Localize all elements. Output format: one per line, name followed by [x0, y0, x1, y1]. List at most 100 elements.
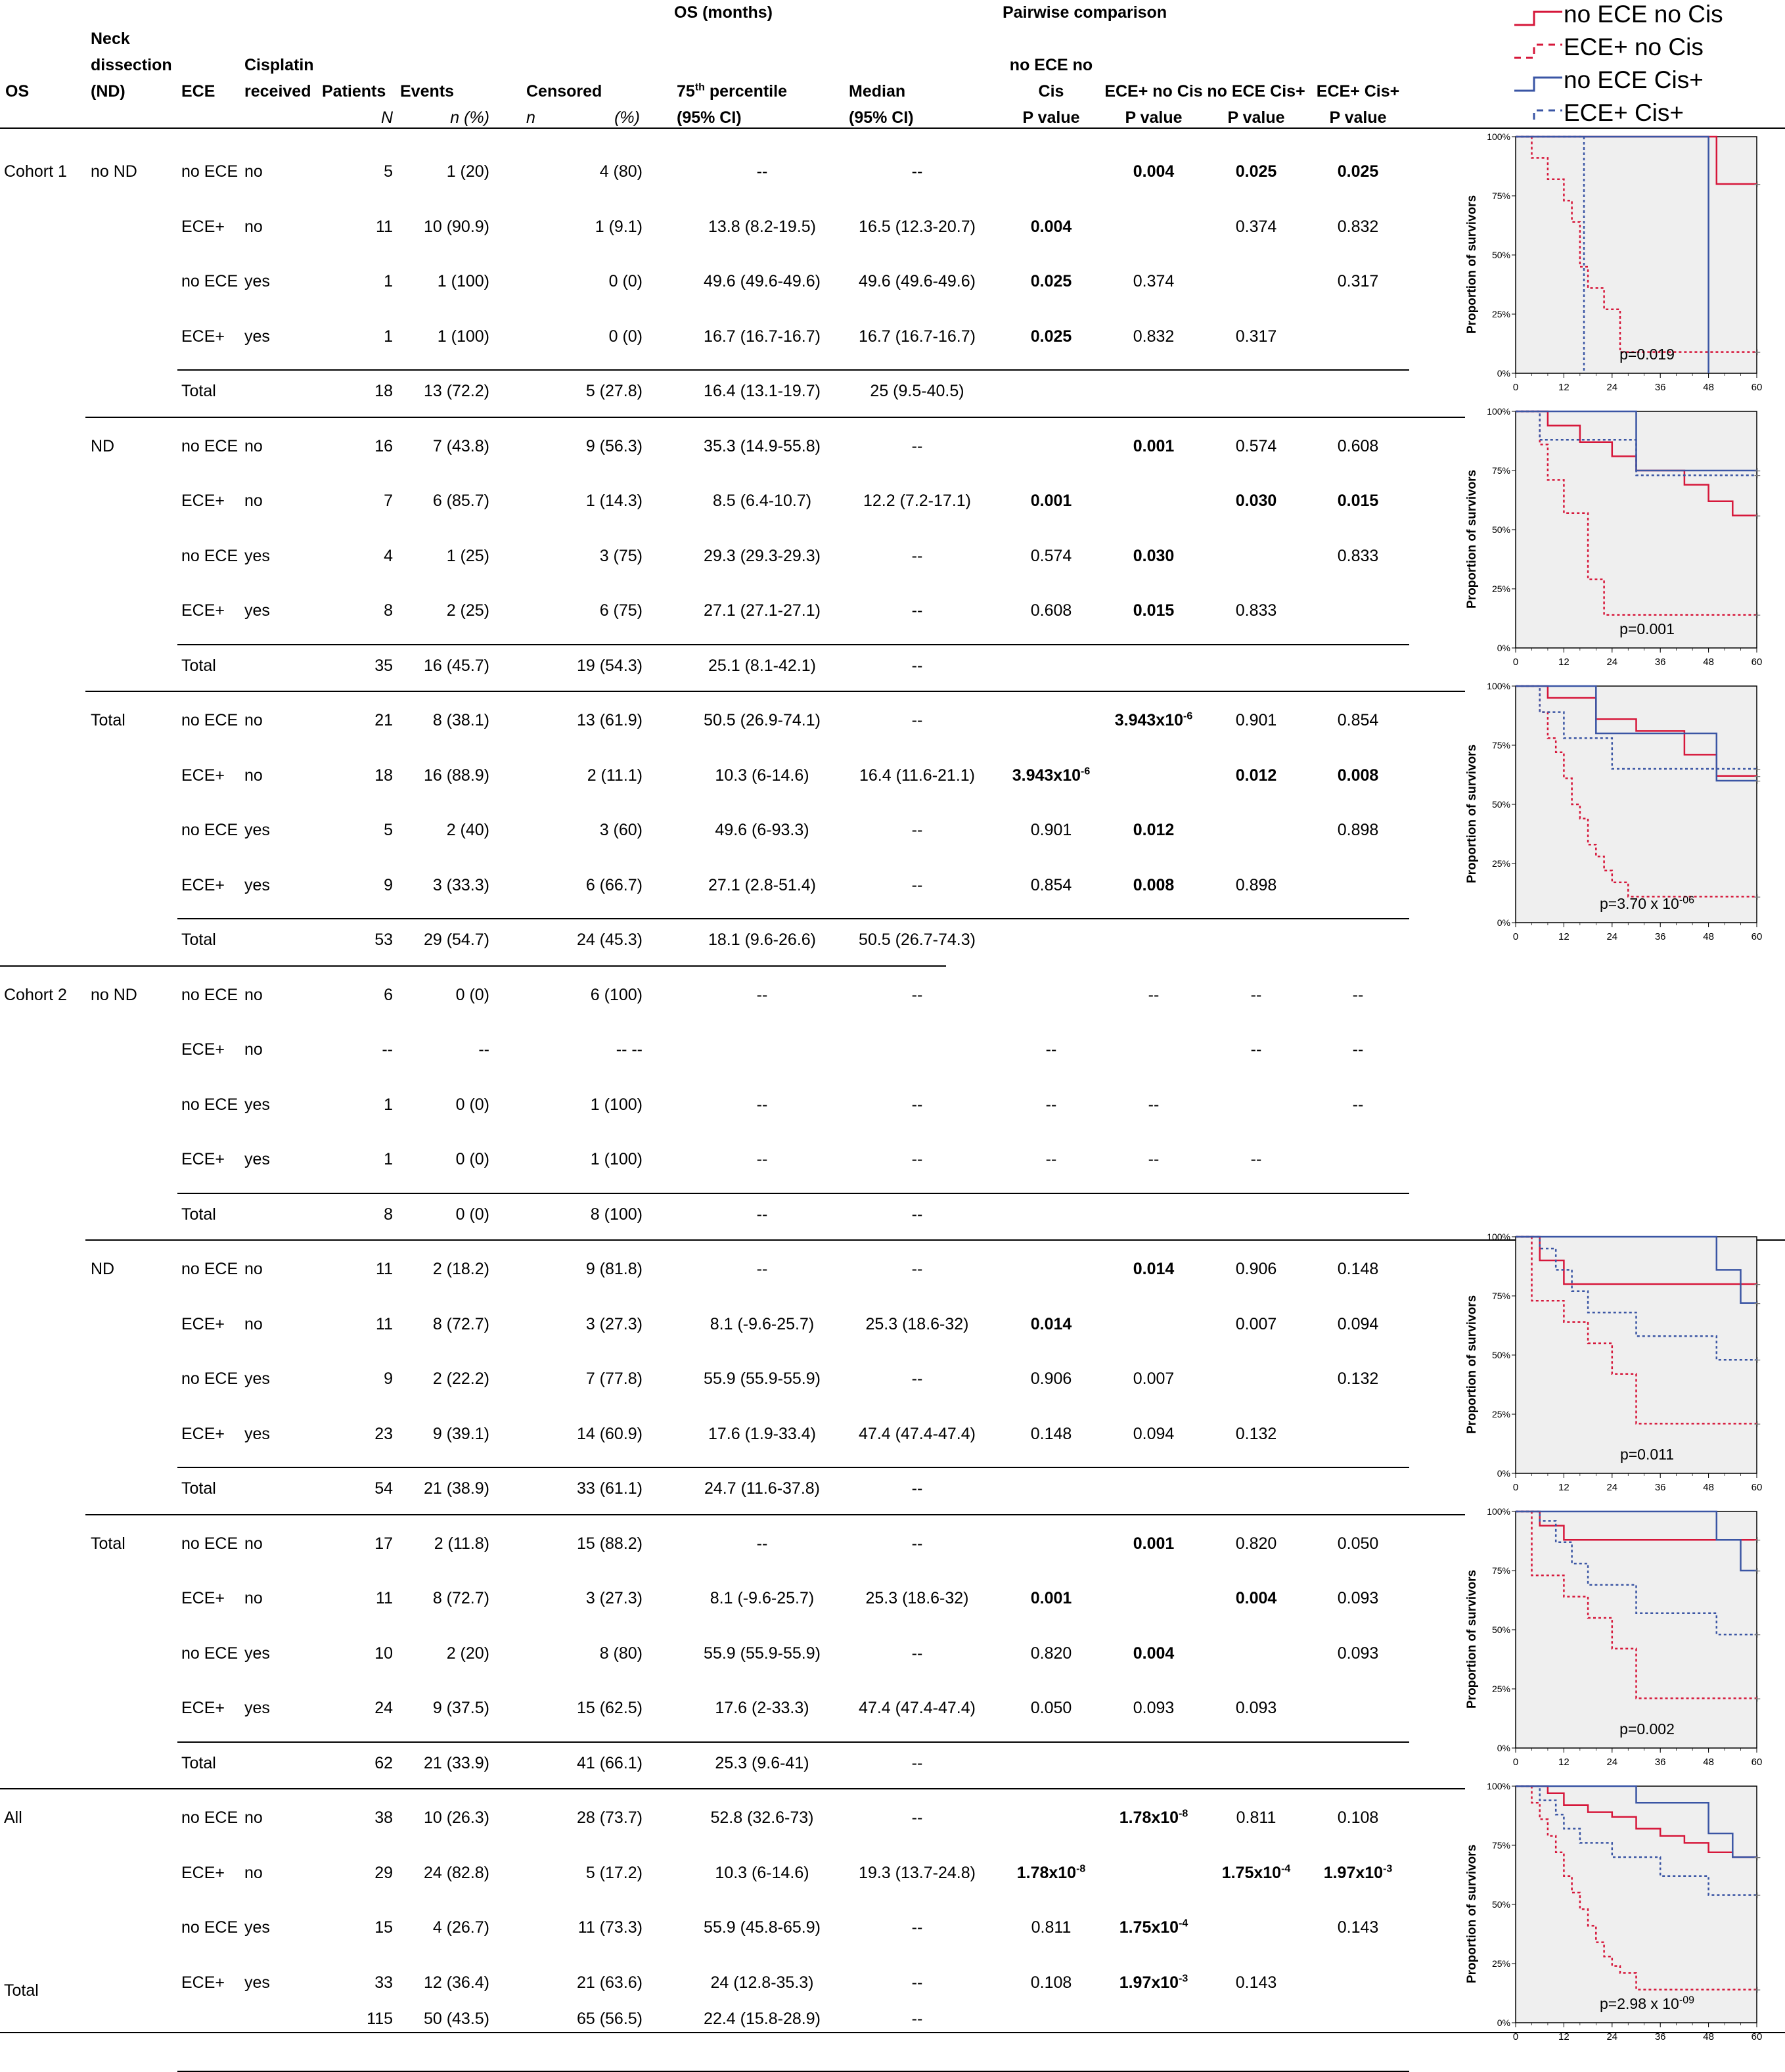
row-pw3-pvalue: 0.143 [1235, 1973, 1277, 1992]
km-chart-svg: 0 12 24 36 48 600%25%50%75%100%++++ [1487, 1781, 1763, 2042]
km-series-3 [1516, 1235, 1757, 1361]
header-os-months: OS (months) [674, 3, 773, 22]
header-pw1: no ECE no [1009, 56, 1093, 74]
row-pw3-pvalue: 0.025 [1235, 162, 1277, 181]
row-ece: no ECE [181, 546, 238, 565]
row-ece: ECE+ [181, 601, 225, 620]
row-pw3-pvalue: -- [1250, 1040, 1262, 1059]
row-events: 7 (43.8) [432, 436, 489, 455]
final-median: -- [911, 2010, 923, 2028]
row-pw3-pvalue: 0.030 [1235, 492, 1277, 510]
header-75th-ci: (95% CI) [677, 108, 742, 127]
censor-mark: + [1753, 771, 1761, 782]
row-median: -- [911, 1644, 923, 1663]
row-pw1-pvalue: 0.901 [1030, 821, 1072, 839]
row-censored: 5 (27.8) [585, 382, 643, 400]
x-tick-label: 0 [1513, 1482, 1518, 1493]
row-ece: ECE+ [181, 1863, 225, 1882]
y-tick-label: 75% [1492, 191, 1510, 201]
superscript: -6 [1081, 766, 1091, 777]
header-pw3: P value [1227, 108, 1285, 127]
row-censored: 1 (14.3) [585, 492, 643, 510]
header-median-ci: (95% CI) [849, 108, 914, 127]
row-pw4-pvalue: 0.093 [1337, 1589, 1379, 1607]
km-series-1 [1516, 135, 1757, 353]
row-patients: 9 [384, 1370, 393, 1388]
row-pw4-pvalue: 0.025 [1337, 162, 1379, 181]
x-tick-label: 48 [1703, 1482, 1714, 1493]
row-censored: 4 (80) [599, 162, 643, 181]
km-p-value: p=2.98 x 10-09 [1581, 1995, 1713, 2013]
row-median: -- [911, 1370, 923, 1388]
row-median: -- [911, 1753, 923, 1772]
header-cisplatin: received [244, 82, 311, 101]
row-events: 0 (0) [455, 985, 489, 1004]
row-censored: 21 (63.6) [576, 1973, 643, 1992]
row-censored: 33 (61.1) [576, 1479, 643, 1498]
row-patients: 5 [384, 821, 393, 839]
km-series-3 [1516, 1510, 1757, 1636]
legend-swatch-1 [1514, 43, 1562, 59]
header-censored: Censored [526, 82, 602, 101]
censor-mark: + [1753, 1535, 1761, 1546]
row-patients: 16 [374, 436, 393, 455]
km-series-1 [1516, 685, 1757, 898]
row-pw1-pvalue: 0.025 [1030, 272, 1072, 290]
row-pw1-pvalue: 0.854 [1030, 875, 1072, 894]
row-pw2-pvalue: 1.75x10-4 [1119, 1918, 1188, 1937]
row-patients: 18 [374, 382, 393, 400]
header-censored-pct: (%) [614, 108, 640, 127]
x-tick-label: 12 [1558, 1757, 1570, 1768]
row-pw3-pvalue: 0.374 [1235, 217, 1277, 236]
row-75th-percentile: 16.4 (13.1-19.7) [704, 382, 821, 400]
row-events: 16 (88.9) [423, 766, 489, 785]
row-events: 8 (72.7) [432, 1589, 489, 1607]
row-median: 25.3 (18.6-32) [865, 1589, 969, 1607]
row-ece: ECE+ [181, 492, 225, 510]
row-median: 47.4 (47.4-47.4) [859, 1424, 976, 1443]
row-ece: Total [181, 931, 216, 949]
row-75th-percentile: 10.3 (6-14.6) [715, 766, 809, 785]
row-pw2-pvalue: 0.374 [1133, 272, 1175, 290]
row-pw1-pvalue: -- [1045, 1150, 1057, 1168]
row-events: 3 (33.3) [432, 875, 489, 894]
y-axis-label: Proportion of survivors [1465, 195, 1479, 334]
header-pairwise: Pairwise comparison [1003, 3, 1167, 22]
row-pw4-pvalue: 0.608 [1337, 436, 1379, 455]
header-pw4: P value [1329, 108, 1387, 127]
km-series-3 [1516, 135, 1585, 373]
row-nd-group: no ND [91, 985, 137, 1004]
row-median: 12.2 (7.2-17.1) [863, 492, 971, 510]
y-axis-label: Proportion of survivors [1465, 1844, 1479, 1983]
km-p-value: p=0.011 [1581, 1446, 1713, 1463]
km-p-value: p=0.002 [1581, 1720, 1713, 1738]
row-ece: no ECE [181, 1370, 238, 1388]
row-pw4-pvalue: 0.108 [1337, 1808, 1379, 1827]
row-pw2-pvalue: 0.001 [1133, 436, 1175, 455]
row-pw4-pvalue: -- [1352, 985, 1364, 1004]
km-series-0 [1516, 1785, 1757, 1858]
row-nd-group: ND [91, 1260, 115, 1278]
p-value-exponent: -09 [1679, 1994, 1694, 2006]
row-median: -- [911, 1973, 923, 1992]
row-pw4-pvalue: 0.898 [1337, 821, 1379, 839]
row-events: 21 (33.9) [423, 1753, 489, 1772]
row-median: 25 (9.5-40.5) [870, 382, 964, 400]
p-value-exponent: -06 [1679, 894, 1694, 906]
row-pw2-pvalue: -- [1148, 1095, 1160, 1114]
row-events: 8 (38.1) [432, 711, 489, 729]
km-p-value: p=0.019 [1581, 346, 1713, 363]
row-ece: ECE+ [181, 1973, 225, 1992]
y-tick-label: 50% [1492, 524, 1510, 535]
x-tick-label: 0 [1513, 931, 1518, 942]
row-censored: 9 (56.3) [585, 436, 643, 455]
header-pw4: ECE+ Cis+ [1316, 82, 1400, 101]
header-median: Median [849, 82, 906, 101]
x-tick-label: 60 [1751, 2031, 1763, 2042]
plot-area [1515, 1236, 1757, 1474]
row-ece: Total [181, 382, 216, 400]
row-pw3-pvalue: 0.574 [1235, 436, 1277, 455]
row-75th-percentile: -- [756, 1205, 768, 1224]
row-pw1-pvalue: 0.906 [1030, 1370, 1072, 1388]
y-tick-label: 0% [1497, 1468, 1510, 1479]
